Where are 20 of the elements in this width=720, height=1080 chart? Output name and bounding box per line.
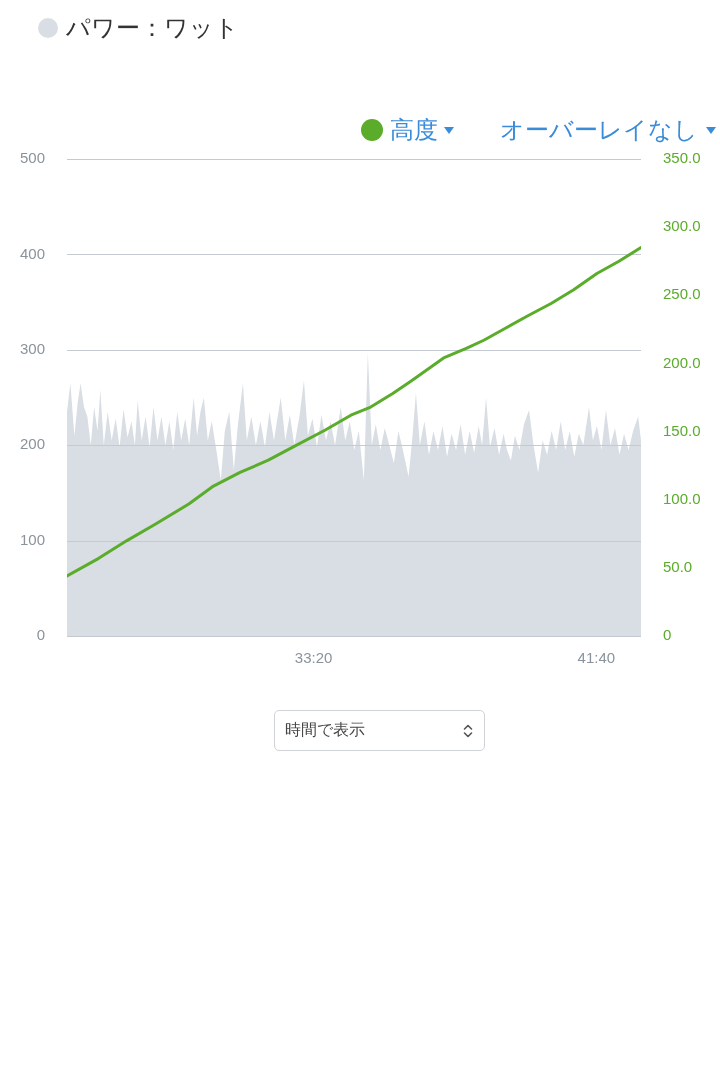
y2-tick-label: 350.0 xyxy=(663,149,701,167)
y2-tick-label: 300.0 xyxy=(663,217,701,235)
legend-label: 高度 xyxy=(390,115,438,145)
select-field: 時間で表示 xyxy=(274,710,485,751)
x-tick-label: 41:40 xyxy=(577,649,616,667)
y2-tick-label: 50.0 xyxy=(663,558,693,575)
y-tick-label: 0 xyxy=(36,626,45,644)
y2-tick-label: 200.0 xyxy=(663,353,701,371)
legend-label: パワー：ワット xyxy=(66,13,239,43)
text: オーバーレイなし xyxy=(500,115,698,145)
y-tick-label: 400 xyxy=(19,244,45,262)
y2-tick-label: 0 xyxy=(663,626,672,644)
y2-tick-label: 250.0 xyxy=(663,285,701,303)
x-tick-label: 33:20 xyxy=(294,649,333,667)
y2-tick-label: 100.0 xyxy=(663,489,701,507)
y-tick-label: 200 xyxy=(19,435,45,453)
y-tick-label: 500 xyxy=(19,149,45,167)
y-tick-label: 100 xyxy=(19,530,45,548)
y-tick-label: 300 xyxy=(19,339,45,357)
y2-tick-label: 150.0 xyxy=(663,421,701,439)
